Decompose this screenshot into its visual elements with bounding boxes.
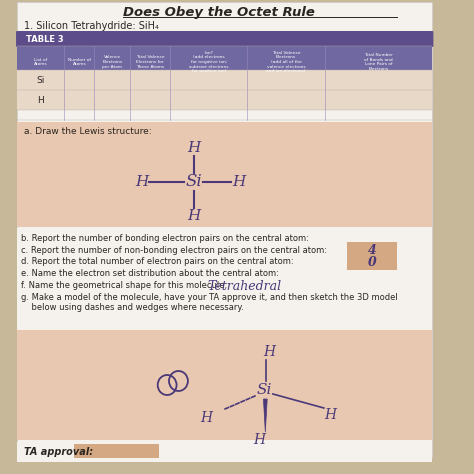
FancyBboxPatch shape [16, 31, 433, 47]
Text: Total Valence
Electrons for
These Atoms: Total Valence Electrons for These Atoms [136, 55, 164, 69]
Text: e. Name the electron set distribution about the central atom:: e. Name the electron set distribution ab… [21, 270, 279, 279]
Bar [17, 122, 432, 227]
Bar [17, 70, 432, 90]
Bar [347, 254, 397, 270]
Text: H: H [187, 141, 200, 155]
Text: List of
Atoms: List of Atoms [34, 58, 47, 66]
Text: TA approval:: TA approval: [24, 447, 93, 457]
Bar [73, 444, 159, 458]
Text: Does Obey the Octet Rule: Does Obey the Octet Rule [123, 6, 315, 18]
Text: b. Report the number of bonding electron pairs on the central atom:: b. Report the number of bonding electron… [21, 234, 309, 243]
Text: H: H [37, 95, 44, 104]
Bar [17, 330, 432, 440]
Text: f. Name the geometrical shape for this molecule:: f. Name the geometrical shape for this m… [21, 282, 227, 291]
Text: 0: 0 [368, 255, 376, 268]
Text: Si: Si [257, 383, 272, 397]
Bar [17, 46, 432, 78]
Bar [17, 90, 432, 110]
Text: H: H [200, 411, 212, 425]
Text: Tetrahedral: Tetrahedral [208, 280, 282, 292]
Text: g. Make a model of the molecule, have your TA approve it, and then sketch the 3D: g. Make a model of the molecule, have yo… [21, 293, 398, 302]
Text: c. Report the number of non-bonding electron pairs on the central atom:: c. Report the number of non-bonding elec… [21, 246, 327, 255]
Text: H: H [232, 175, 246, 189]
Bar [347, 242, 397, 258]
Text: below using dashes and wedges where necessary.: below using dashes and wedges where nece… [21, 303, 244, 312]
Text: Ion?
(add electrons
for negative ion;
subtract electrons
for positive ion): Ion? (add electrons for negative ion; su… [189, 51, 228, 73]
Text: Number of
Atoms: Number of Atoms [68, 58, 91, 66]
Text: Total Valence
Electrons
(add all of the
valence electrons
and ion electrons): Total Valence Electrons (add all of the … [266, 51, 306, 73]
Text: H: H [135, 175, 148, 189]
Text: TABLE 3: TABLE 3 [27, 35, 64, 44]
Text: d. Report the total number of electron pairs on the central atom:: d. Report the total number of electron p… [21, 257, 293, 266]
Text: H: H [263, 345, 275, 359]
Text: 1. Silicon Tetrahydride: SiH₄: 1. Silicon Tetrahydride: SiH₄ [24, 21, 158, 31]
Polygon shape [264, 399, 267, 432]
Text: Total Number
of Bonds and
Lone Pairs of
Electrons: Total Number of Bonds and Lone Pairs of … [364, 53, 393, 71]
Text: H: H [324, 408, 337, 422]
Text: Si: Si [185, 173, 202, 191]
Text: Valence
Electrons
per Atom: Valence Electrons per Atom [102, 55, 122, 69]
Text: H: H [187, 209, 200, 223]
Text: a. Draw the Lewis structure:: a. Draw the Lewis structure: [24, 127, 151, 136]
Text: H: H [254, 433, 266, 447]
Bar [17, 228, 432, 330]
Text: 4: 4 [368, 244, 376, 256]
Text: Si: Si [36, 75, 45, 84]
Bar [17, 442, 432, 462]
